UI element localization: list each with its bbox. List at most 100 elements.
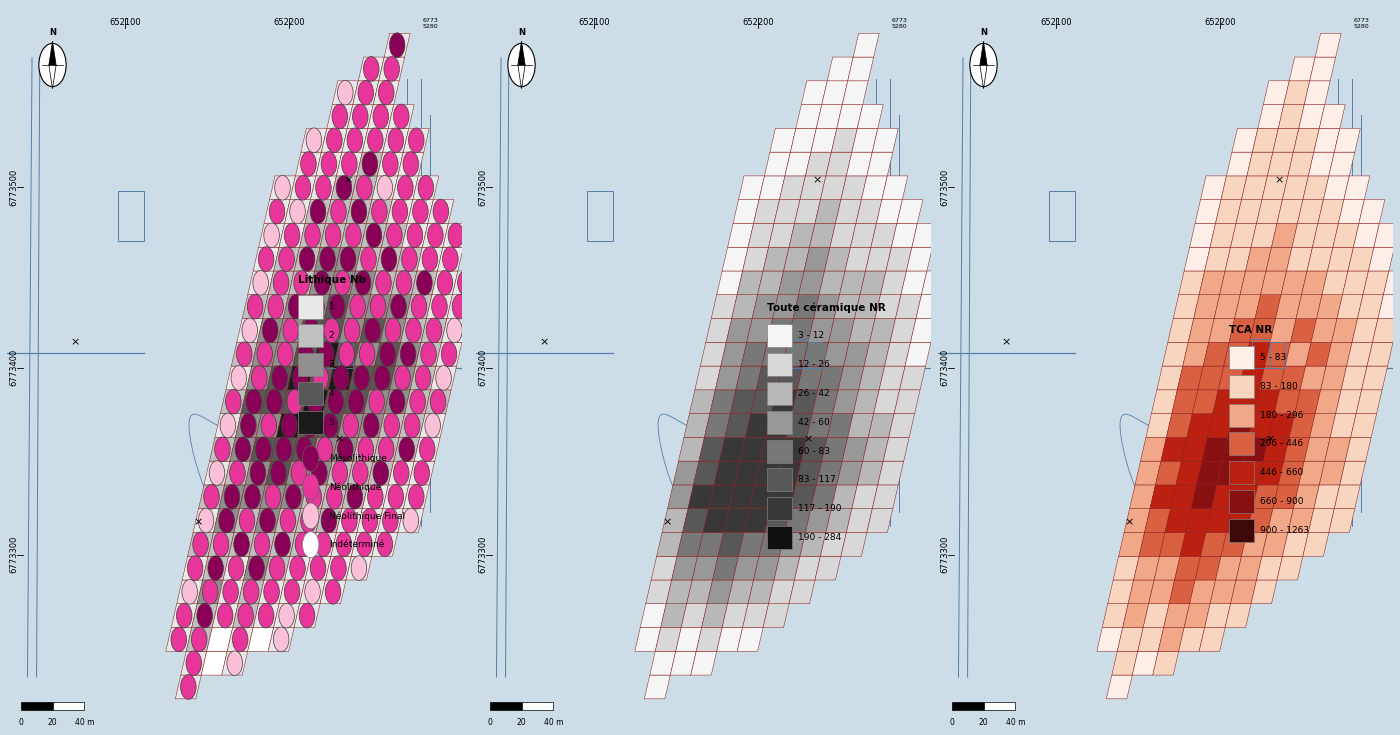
Text: 4: 4 (329, 389, 335, 398)
Polygon shape (916, 295, 942, 318)
Text: 12 - 26: 12 - 26 (798, 360, 829, 369)
Circle shape (193, 532, 209, 556)
Text: N: N (518, 28, 525, 37)
Circle shape (351, 556, 367, 581)
Polygon shape (251, 437, 276, 461)
Circle shape (284, 223, 300, 248)
Polygon shape (1252, 223, 1277, 247)
Circle shape (399, 437, 414, 462)
Polygon shape (283, 295, 309, 318)
Polygon shape (836, 200, 861, 223)
Polygon shape (322, 485, 347, 509)
Circle shape (329, 294, 344, 319)
Polygon shape (861, 176, 888, 200)
Polygon shape (400, 318, 427, 343)
Polygon shape (1247, 152, 1273, 176)
Polygon shape (1128, 580, 1154, 603)
Polygon shape (274, 509, 301, 532)
Circle shape (325, 223, 340, 248)
Polygon shape (781, 437, 806, 461)
Circle shape (424, 413, 441, 438)
Circle shape (290, 199, 305, 224)
Polygon shape (316, 509, 342, 532)
Polygon shape (245, 461, 272, 485)
Circle shape (232, 627, 248, 652)
Polygon shape (1324, 437, 1351, 461)
Polygon shape (316, 152, 342, 176)
Polygon shape (1310, 57, 1336, 81)
Polygon shape (1372, 318, 1399, 343)
Polygon shape (246, 366, 272, 390)
Polygon shape (1368, 247, 1394, 271)
Polygon shape (757, 271, 784, 295)
Circle shape (262, 318, 279, 343)
Polygon shape (1247, 509, 1273, 532)
Circle shape (343, 413, 358, 438)
Text: 900 - 1263: 900 - 1263 (1260, 526, 1309, 535)
Polygon shape (423, 223, 448, 247)
Polygon shape (679, 437, 704, 461)
Polygon shape (304, 295, 329, 318)
Polygon shape (778, 271, 804, 295)
Circle shape (330, 199, 346, 224)
Circle shape (245, 484, 260, 509)
Polygon shape (336, 509, 363, 532)
Polygon shape (792, 390, 818, 414)
Polygon shape (734, 556, 759, 580)
Polygon shape (759, 176, 785, 200)
Polygon shape (1294, 129, 1319, 152)
Polygon shape (1140, 532, 1165, 556)
Polygon shape (305, 200, 330, 223)
Polygon shape (1204, 603, 1231, 628)
Circle shape (426, 318, 442, 343)
Polygon shape (721, 343, 746, 366)
Polygon shape (386, 200, 413, 223)
Polygon shape (1172, 390, 1198, 414)
Polygon shape (816, 104, 843, 129)
Polygon shape (410, 366, 435, 390)
Polygon shape (1179, 628, 1204, 651)
Circle shape (186, 651, 202, 675)
Polygon shape (889, 414, 914, 437)
Circle shape (346, 223, 361, 248)
Polygon shape (326, 461, 353, 485)
Polygon shape (248, 271, 273, 295)
Text: ×: × (1001, 337, 1011, 348)
Polygon shape (676, 628, 701, 651)
Polygon shape (854, 295, 881, 318)
Polygon shape (252, 343, 277, 366)
Circle shape (224, 484, 239, 509)
Polygon shape (1294, 485, 1319, 509)
Circle shape (447, 318, 462, 343)
Circle shape (235, 437, 251, 462)
Polygon shape (224, 461, 251, 485)
Polygon shape (748, 580, 774, 603)
Text: ×: × (539, 337, 549, 348)
Circle shape (301, 508, 316, 533)
Polygon shape (1323, 176, 1350, 200)
Polygon shape (1261, 176, 1288, 200)
Polygon shape (1205, 509, 1232, 532)
Polygon shape (816, 461, 843, 485)
Circle shape (326, 484, 342, 509)
Polygon shape (377, 247, 402, 271)
Polygon shape (351, 532, 378, 556)
Circle shape (242, 318, 258, 343)
Polygon shape (253, 247, 279, 271)
Polygon shape (777, 366, 802, 390)
Polygon shape (823, 343, 850, 366)
Polygon shape (188, 532, 214, 556)
Polygon shape (860, 271, 886, 295)
Polygon shape (426, 390, 451, 414)
Polygon shape (706, 318, 732, 343)
Bar (767, 324, 792, 348)
Polygon shape (259, 223, 284, 247)
Polygon shape (255, 509, 280, 532)
Polygon shape (1295, 390, 1320, 414)
Polygon shape (1190, 580, 1215, 603)
Polygon shape (428, 200, 454, 223)
Polygon shape (668, 485, 693, 509)
Polygon shape (868, 414, 895, 437)
Polygon shape (1177, 366, 1203, 390)
Circle shape (368, 484, 384, 509)
